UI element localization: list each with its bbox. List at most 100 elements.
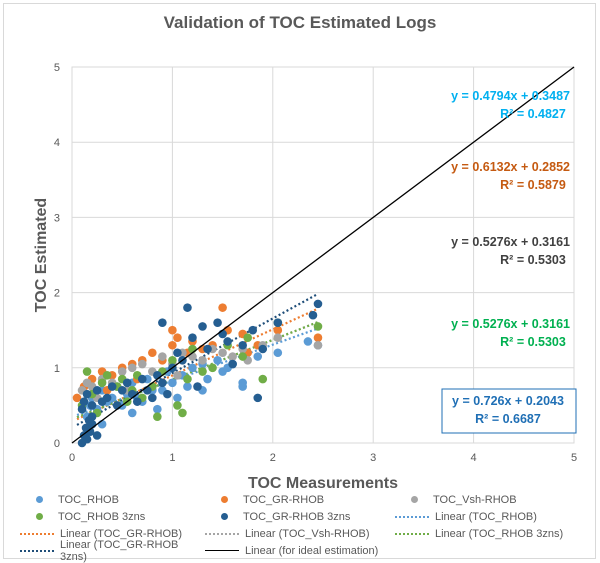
data-point [117,367,127,376]
y-tick-label: 1 [54,363,60,375]
data-point [198,355,207,365]
data-point [228,359,237,369]
trend-equation: y = 0.6132x + 0.2852 [451,160,570,174]
legend-item[interactable]: Linear (TOC_GR-RHOB) [20,528,205,540]
legend-row: Linear (TOC_GR-RHOB 3zns) Linear (for id… [20,539,590,563]
y-tick-label: 5 [54,62,60,74]
data-point [107,382,117,391]
data-point [82,389,92,399]
legend-item[interactable]: Linear (TOC_RHOB) [395,511,585,523]
data-point [82,434,92,444]
data-point [223,337,232,346]
x-tick-label: 3 [370,452,376,464]
data-point [258,344,268,354]
data-point [79,397,89,406]
data-point [148,348,157,358]
legend: TOC_RHOB TOC_GR-RHOB TOC_Vsh-RHOB TOC_RH… [20,491,590,563]
marker-dot-icon [35,496,43,503]
data-point [173,393,182,403]
data-point [127,408,137,418]
data-point [188,333,197,343]
x-tick-label: 2 [270,452,276,464]
trend-equation: y = 0.5276x + 0.3161 [451,235,570,249]
data-point [173,333,182,343]
legend-item[interactable]: Linear (TOC_GR-RHOB 3zns) [20,539,205,563]
y-tick-label: 0 [54,438,60,450]
solid-line-icon [205,550,239,551]
data-point [102,393,112,403]
legend-label: TOC_Vsh-RHOB [433,493,517,506]
legend-item[interactable]: TOC_GR-RHOB 3zns [205,511,395,523]
legend-item[interactable]: TOC_GR-RHOB [205,494,395,506]
data-point [97,378,107,388]
data-point [238,382,247,391]
x-tick-label: 0 [69,452,75,464]
marker-dot-icon [220,513,228,520]
data-point [122,378,132,388]
data-point [313,322,323,331]
data-point [273,325,283,335]
ideal-estimation-line [71,66,575,444]
data-point [193,382,202,391]
dotted-line-icon [205,532,239,535]
data-point [303,337,313,346]
equation-annotations: y = 0.4794x + 0.3487 R² = 0.4827 y = 0.613… [441,89,577,434]
data-point [173,371,182,380]
legend-item[interactable]: TOC_RHOB 3zns [20,511,205,523]
tick-labels: 0 1 2 3 4 5 0 1 2 3 4 5 [54,62,577,464]
trend-equation: y = 0.5276x + 0.3161 [451,317,570,331]
data-point [213,318,222,327]
data-point [238,352,247,361]
data-point [218,303,227,312]
y-tick-label: 2 [54,288,60,300]
y-tick-label: 3 [54,212,60,224]
x-axis-label: TOC Measurements [248,475,398,492]
legend-item[interactable]: Linear (for ideal estimation) [205,545,395,557]
data-point [163,389,172,399]
data-point [313,299,323,309]
data-point [203,374,212,384]
legend-row: Linear (TOC_GR-RHOB) Linear (TOC_Vsh-RHO… [20,525,590,542]
legend-label: Linear (TOC_Vsh-RHOB) [245,527,370,540]
legend-label: Linear (TOC_RHOB 3zns) [435,527,564,540]
data-point [173,401,182,410]
data-point [183,374,192,384]
grid [71,66,575,444]
data-point [102,371,112,380]
data-point [243,333,252,343]
legend-label: TOC_GR-RHOB 3zns [243,510,351,523]
data-point [153,404,162,414]
data-point [168,355,177,365]
data-point [148,393,157,403]
y-axis-label: TOC Estimated [33,198,50,312]
data-point [313,333,323,343]
x-tick-label: 4 [471,452,477,464]
data-point [137,374,147,384]
data-point [158,352,167,361]
legend-item[interactable]: TOC_RHOB [20,494,205,506]
data-point [85,427,95,437]
r-squared-value: R² = 0.6687 [475,412,541,426]
legend-label: Linear (TOC_GR-RHOB 3zns) [60,538,179,563]
r-squared-value: R² = 0.5303 [500,335,566,349]
data-point [308,310,318,320]
trend-equation: y = 0.726x + 0.2043 [452,394,564,408]
data-point [188,363,197,373]
legend-item[interactable]: Linear (TOC_RHOB 3zns) [395,528,585,540]
legend-row: TOC_RHOB TOC_GR-RHOB TOC_Vsh-RHOB [20,491,590,508]
legend-item[interactable]: Linear (TOC_Vsh-RHOB) [205,528,395,540]
annotation-box [441,388,577,434]
data-point [87,412,97,421]
marker-dot-icon [220,496,228,503]
data-point [253,352,263,361]
data-point [273,333,283,343]
dotted-line-icon [20,532,54,535]
legend-label: Linear (TOC_RHOB) [435,510,537,523]
data-point [168,325,177,335]
dotted-line-icon [395,515,429,518]
data-point [313,340,323,350]
data-point [208,363,217,373]
legend-item[interactable]: TOC_Vsh-RHOB [395,494,585,506]
data-point [158,318,167,327]
data-point [183,303,192,312]
